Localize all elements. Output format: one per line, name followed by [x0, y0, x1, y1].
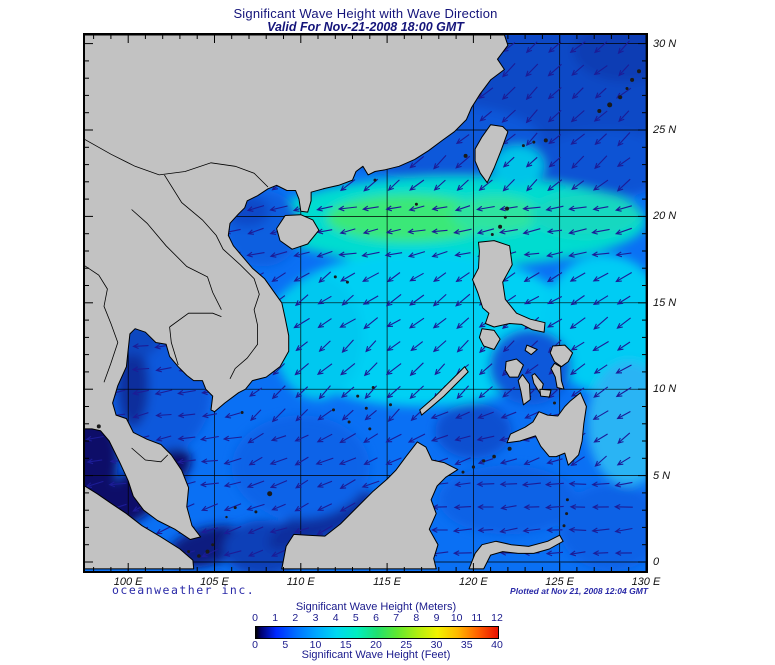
map-frame — [83, 33, 648, 573]
landmass-negros — [517, 374, 531, 406]
x-tick-label: 100 E — [113, 576, 143, 588]
landmass-mainland — [85, 35, 509, 540]
valid-time-subtitle: Valid For Nov-21-2008 18:00 GMT — [267, 20, 464, 34]
oceanweather-branding: oceanweather inc. — [112, 583, 256, 597]
legend-meters-tick: 4 — [332, 612, 339, 624]
landmass-layer — [85, 35, 587, 570]
legend-feet-tick: 0 — [252, 639, 258, 651]
plotted-timestamp: Plotted at Nov 21, 2008 12:04 GMT — [510, 586, 648, 596]
legend-meters-tick: 11 — [471, 612, 483, 624]
legend-feet-tick: 20 — [370, 639, 382, 651]
landmass-masbate — [524, 344, 538, 356]
x-tick-label: 110 E — [286, 576, 315, 588]
x-tick-label: 105 E — [200, 576, 229, 588]
landmass-samar — [549, 344, 574, 368]
legend-meters-tick: 12 — [491, 612, 503, 624]
x-tick-label: 125 E — [545, 576, 575, 588]
y-tick-label: 20 N — [653, 210, 677, 223]
legend-meters-tick: 7 — [393, 612, 400, 624]
y-tick-label: 5 N — [653, 469, 671, 482]
landmass-leyte — [550, 362, 565, 390]
x-tick-label: 120 E — [458, 576, 488, 588]
legend-meters-tick: 10 — [450, 612, 463, 624]
y-tick-label: 0 — [653, 556, 660, 568]
legend-meters-tick: 0 — [252, 612, 258, 624]
x-tick-label: 130 E — [631, 576, 661, 588]
legend-meters-tick: 6 — [373, 612, 379, 624]
legend-meters-tick: 8 — [413, 612, 420, 624]
legend-title-meters: Significant Wave Height (Meters) — [295, 601, 457, 613]
page-title: Significant Wave Height with Wave Direct… — [233, 6, 498, 21]
axis-tick-marks — [85, 35, 646, 571]
landmass-panay — [504, 358, 524, 378]
legend-feet-tick: 40 — [491, 639, 503, 651]
y-tick-label: 15 N — [653, 296, 677, 309]
country-borders — [85, 139, 269, 463]
legend-feet-tick: 25 — [400, 639, 413, 651]
wave-height-map — [85, 35, 646, 571]
landmass-borneo — [281, 441, 459, 570]
legend-feet-tick: 35 — [460, 639, 473, 651]
legend-meters-tick: 2 — [292, 612, 299, 624]
legend-meters-tick: 3 — [312, 612, 319, 624]
legend-meters-tick: 5 — [352, 612, 359, 624]
landmass-palawan — [419, 366, 469, 416]
legend-feet-tick: 30 — [430, 639, 443, 651]
legend-meters-tick: 1 — [272, 612, 279, 624]
legend-feet-tick: 5 — [282, 639, 289, 651]
legend-feet-tick: 15 — [339, 639, 352, 651]
legend-meters-tick: 9 — [433, 612, 440, 624]
legend-title-feet: Significant Wave Height (Feet) — [301, 649, 451, 661]
landmass-luzon — [472, 240, 546, 333]
legend-feet-tick: 10 — [309, 639, 322, 651]
landmass-hainan — [276, 214, 320, 250]
y-tick-label: 25 N — [653, 124, 677, 136]
landmass-mindoro — [478, 328, 501, 350]
landmass-mindanao — [506, 392, 587, 466]
landmass-sumatra — [85, 485, 195, 570]
landmass-sulawesi — [468, 534, 564, 570]
wave-height-colorbar — [255, 626, 499, 639]
landmass-taiwan — [474, 124, 509, 184]
x-tick-label: 115 E — [373, 576, 402, 588]
y-tick-label: 10 N — [653, 383, 677, 396]
y-tick-label: 30 N — [653, 37, 677, 50]
landmass-bohol — [539, 388, 552, 398]
small-islands — [96, 69, 641, 558]
